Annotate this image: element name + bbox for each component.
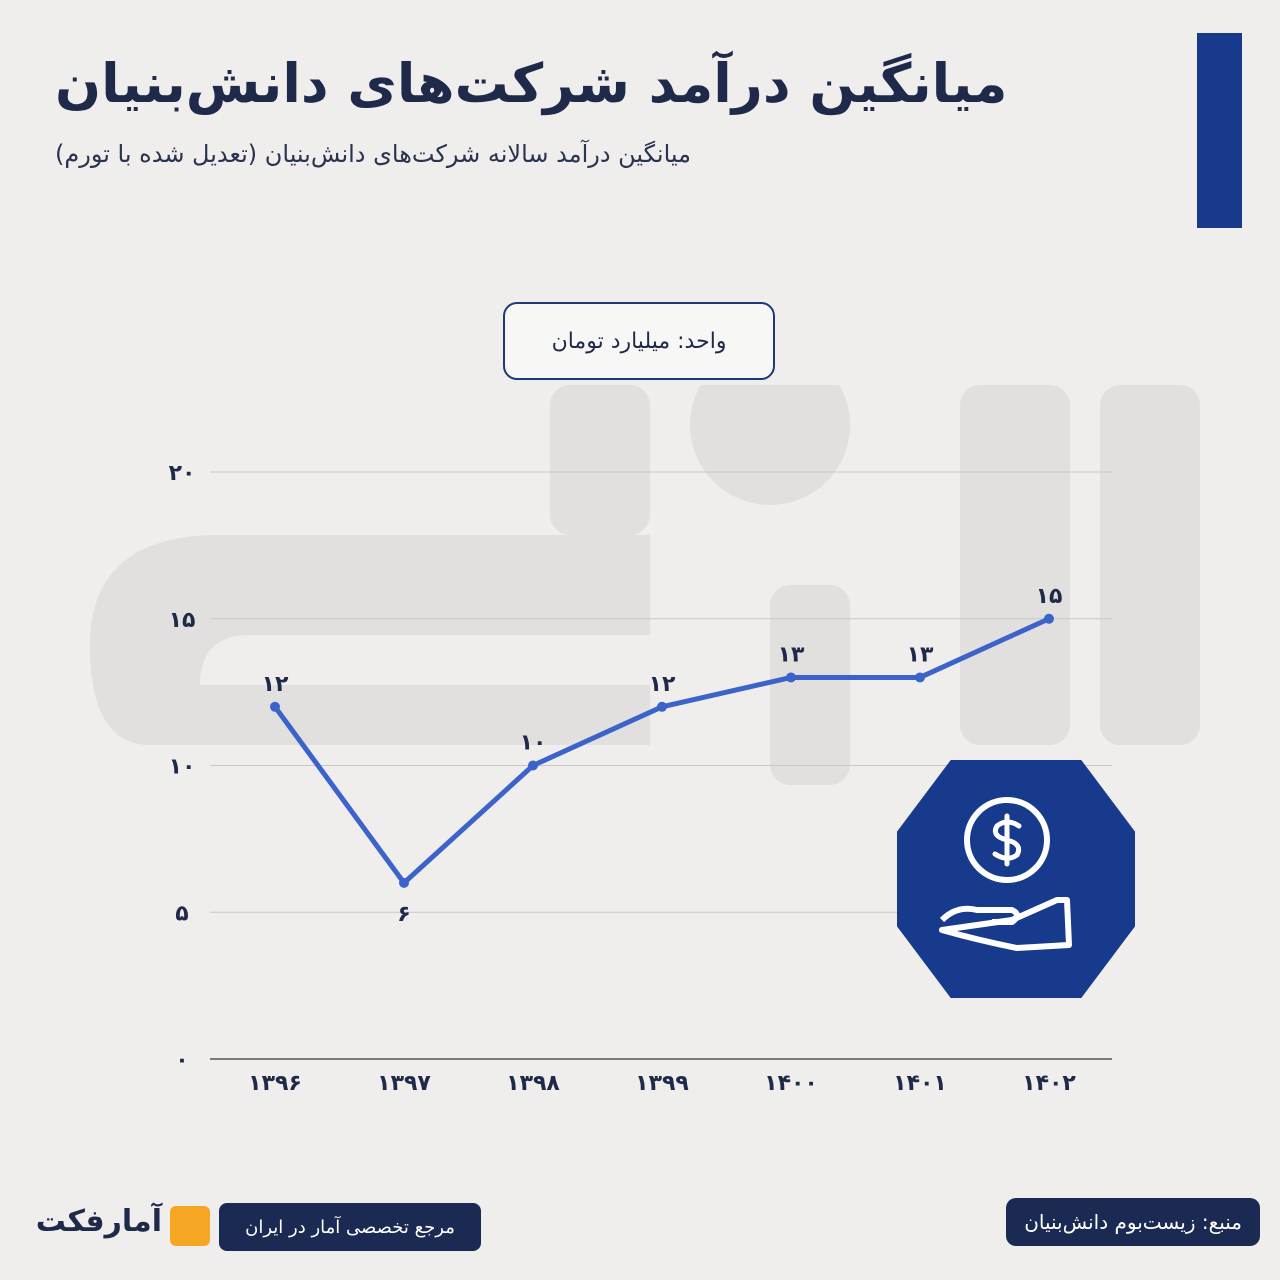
data-point (270, 701, 280, 712)
data-label: ۶ (397, 902, 410, 927)
data-label: ۱۰ (520, 731, 547, 756)
data-point (915, 672, 925, 683)
y-tick-label: ۰ (175, 1048, 188, 1073)
x-tick-label: ۱۴۰۱ (893, 1071, 947, 1096)
x-tick-label: ۱۳۹۷ (377, 1071, 431, 1096)
unit-label: واحد: میلیارد تومان (503, 302, 775, 380)
y-tick-label: ۱۵ (169, 608, 196, 633)
y-tick-label: ۱۰ (169, 755, 196, 780)
data-point (786, 672, 796, 683)
y-tick-label: ۵ (175, 901, 188, 926)
x-tick-label: ۱۴۰۰ (764, 1071, 818, 1096)
data-point (657, 701, 667, 712)
data-label: ۱۵ (1036, 584, 1063, 609)
x-tick-label: ۱۴۰۲ (1022, 1071, 1076, 1096)
brand-logo: آمارفکت (35, 1204, 162, 1239)
data-point (528, 760, 538, 771)
page-subtitle: میانگین درآمد سالانه شرکت‌های دانش‌بنیان… (55, 139, 692, 168)
source-badge: منبع: زیست‌بوم دانش‌بنیان (1006, 1198, 1260, 1246)
watermark-logo (90, 385, 1200, 785)
coin-in-hand-icon (897, 760, 1135, 998)
accent-bar (1197, 33, 1242, 228)
page-title: میانگین درآمد شرکت‌های دانش‌بنیان (55, 52, 1008, 115)
data-label: ۱۳ (907, 642, 934, 667)
data-label: ۱۳ (778, 642, 805, 667)
y-tick-label: ۲۰ (169, 461, 196, 486)
x-tick-label: ۱۳۹۹ (635, 1071, 689, 1096)
data-label: ۱۲ (262, 672, 289, 697)
data-point (399, 877, 409, 888)
data-point (1044, 613, 1054, 624)
reference-badge: مرجع تخصصی آمار در ایران (219, 1203, 481, 1251)
x-tick-label: ۱۳۹۶ (248, 1071, 302, 1096)
data-label: ۱۲ (649, 672, 676, 697)
logo-mark-icon (170, 1206, 210, 1246)
x-tick-label: ۱۳۹۸ (506, 1071, 560, 1096)
page-header: میانگین درآمد شرکت‌های دانش‌بنیان میانگی… (55, 50, 1175, 168)
